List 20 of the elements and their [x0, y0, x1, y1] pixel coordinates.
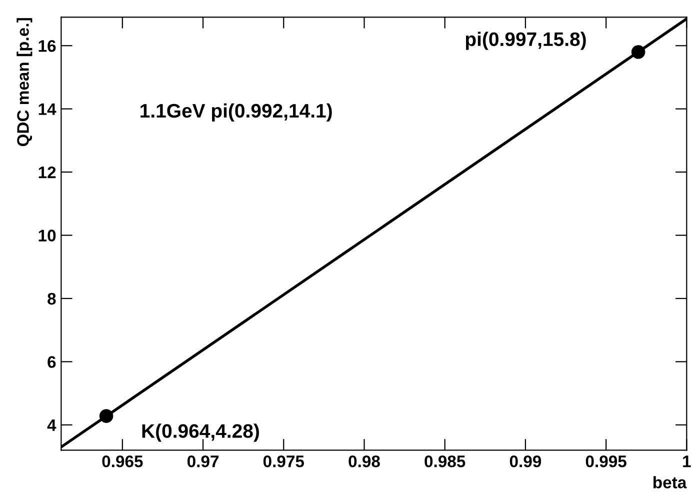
y-axis-title: QDC mean [p.e.] — [16, 18, 32, 146]
annotation: 1.1GeV pi(0.992,14.1) — [140, 103, 332, 122]
y-tick-label: 10 — [38, 230, 56, 242]
y-tick-label: 14 — [38, 103, 56, 115]
x-tick-label: 0.98 — [348, 455, 380, 468]
y-tick-label: 12 — [38, 166, 56, 178]
x-tick-label: 0.97 — [187, 455, 219, 468]
y-tick-label: 16 — [38, 40, 56, 52]
x-tick-label: 0.995 — [586, 455, 626, 468]
x-tick-label: 0.975 — [263, 455, 304, 468]
y-tick-label: 8 — [48, 292, 56, 305]
x-tick-label: 0.99 — [510, 455, 542, 468]
x-tick-label: 1 — [683, 456, 691, 468]
x-tick-label: 0.965 — [102, 455, 143, 468]
x-axis-title: beta — [653, 476, 687, 488]
annotation: pi(0.997,15.8) — [466, 32, 586, 50]
x-tick-label: 0.985 — [424, 455, 466, 468]
y-tick-label: 6 — [48, 356, 56, 368]
y-tick-label: 4 — [47, 419, 56, 431]
annotation: K(0.964,4.28) — [142, 424, 259, 442]
